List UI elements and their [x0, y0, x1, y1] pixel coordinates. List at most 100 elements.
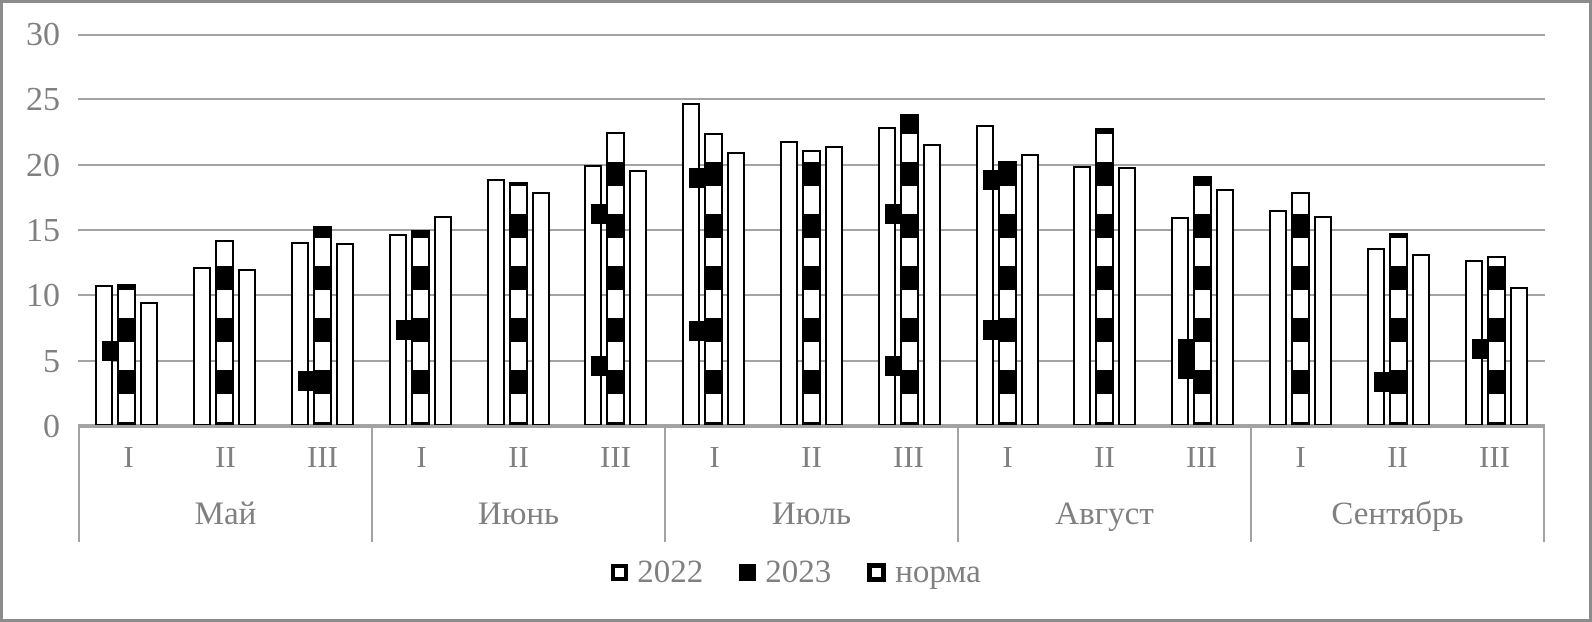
- bar-norma: [1509, 287, 1528, 426]
- bar-2023: [1290, 192, 1310, 426]
- checker-tab: [1471, 339, 1487, 359]
- bar-group: [665, 103, 763, 426]
- bar-group: [763, 141, 861, 426]
- bar-2023: [395, 230, 430, 426]
- decade-label: III: [600, 439, 631, 474]
- y-axis-tick-label: 25: [26, 81, 60, 118]
- bar-2023: [1471, 256, 1506, 426]
- bar-norma: [922, 144, 941, 426]
- checker-tab: [395, 320, 411, 340]
- checker-tab: [689, 168, 705, 188]
- bar-2022: [193, 267, 212, 426]
- month-label: Август: [1055, 495, 1154, 532]
- bar-group: [371, 216, 469, 426]
- bar-norma: [824, 146, 843, 426]
- decade-label: II: [215, 439, 236, 474]
- bar-2022: [1171, 217, 1190, 426]
- decade-label: I: [123, 439, 134, 474]
- legend-swatch-norma: [867, 563, 887, 582]
- decade-label: II: [508, 439, 529, 474]
- y-axis-tick-label: 30: [26, 16, 60, 53]
- bar-group: [860, 114, 958, 426]
- bar-2023: [801, 150, 821, 426]
- bar-norma: [140, 302, 159, 426]
- x-axis-line: [78, 425, 1545, 428]
- decade-label: I: [1295, 439, 1306, 474]
- bar-norma: [335, 243, 354, 426]
- y-axis-tick-label: 15: [26, 212, 60, 249]
- gridline: [78, 98, 1545, 100]
- bar-2023: [884, 114, 919, 426]
- checker-tab: [1373, 372, 1389, 392]
- decade-label: I: [1002, 439, 1013, 474]
- bar-2023: [215, 240, 235, 426]
- decade-row: I II III: [666, 428, 957, 486]
- bar-norma: [1411, 254, 1430, 426]
- decade-label: III: [893, 439, 924, 474]
- month-label: Сентябрь: [1331, 495, 1464, 532]
- checker-tab: [591, 204, 607, 224]
- bar-2023: [1373, 233, 1408, 426]
- bar-group: [1154, 176, 1252, 426]
- bar-norma: [433, 216, 452, 426]
- bar-2023: [689, 133, 724, 426]
- month-label: Май: [194, 495, 257, 532]
- legend-label: норма: [895, 554, 981, 590]
- bar-2023: [297, 226, 332, 426]
- bar-norma: [629, 170, 648, 426]
- bar-2022: [877, 127, 896, 426]
- category-axis: I II III Май I II III Июнь I II III Июль I II III Авгус…: [78, 428, 1545, 542]
- bar-group: [1349, 233, 1447, 426]
- checker-tab: [884, 204, 900, 224]
- decade-row: I II III: [373, 428, 664, 486]
- plot-area: [78, 34, 1545, 426]
- bar-2022: [486, 179, 505, 426]
- checker-tab: [102, 341, 118, 361]
- bar-norma: [727, 152, 746, 426]
- month-section: I II III Сентябрь: [1252, 428, 1545, 542]
- checker-tab: [982, 320, 998, 340]
- decade-label: II: [1094, 439, 1115, 474]
- decade-label: II: [801, 439, 822, 474]
- legend: 2022 2023 норма: [3, 554, 1589, 591]
- bar-group: [1056, 128, 1154, 426]
- month-label: Июль: [771, 495, 852, 532]
- decade-label: I: [709, 439, 720, 474]
- legend-swatch-2023: [739, 564, 757, 581]
- gridline: [78, 34, 1545, 36]
- y-axis-labels: 0 5 10 15 20 25 30: [3, 3, 60, 445]
- bar-2022: [290, 242, 309, 426]
- bar-group: [958, 125, 1056, 426]
- decade-label: III: [307, 439, 338, 474]
- bar-2023: [591, 132, 626, 426]
- checker-tab: [297, 371, 313, 391]
- month-section: I II III Июль: [666, 428, 959, 542]
- bar-2022: [682, 103, 701, 426]
- bar-group: [78, 284, 176, 426]
- decade-label: II: [1387, 439, 1408, 474]
- y-axis-tick-label: 0: [43, 408, 60, 445]
- bar-2023: [1095, 128, 1115, 426]
- checker-tab: [689, 321, 705, 341]
- y-axis-tick-label: 5: [43, 343, 60, 380]
- bar-norma: [1313, 216, 1332, 426]
- y-axis-tick-label: 10: [26, 277, 60, 314]
- bar-group: [176, 240, 274, 426]
- decade-row: I II III: [80, 428, 371, 486]
- decade-label: I: [416, 439, 427, 474]
- checker-tab: [591, 356, 607, 376]
- y-axis-tick-label: 20: [26, 147, 60, 184]
- bar-norma: [238, 269, 257, 426]
- decade-row: I II III: [1252, 428, 1543, 486]
- checker-tab: [1178, 359, 1194, 379]
- month-section: I II III Май: [78, 428, 373, 542]
- bar-2023: [508, 182, 528, 426]
- legend-swatch-2022: [611, 564, 629, 581]
- month-section: I II III Август: [959, 428, 1252, 542]
- checker-tab: [982, 170, 998, 190]
- bar-2022: [1366, 248, 1385, 426]
- legend-item: 2023: [739, 554, 831, 591]
- bar-group: [274, 226, 372, 426]
- bar-group: [1447, 256, 1545, 426]
- bar-2022: [1073, 166, 1092, 426]
